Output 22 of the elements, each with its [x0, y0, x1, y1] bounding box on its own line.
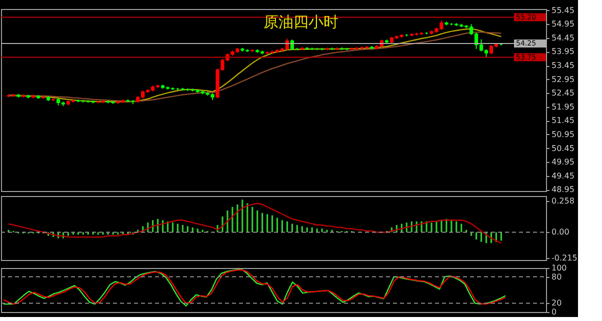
y-tick-label: 54.45: [552, 33, 574, 42]
y-tick-label: 80: [552, 272, 562, 282]
y-tick-label: 54.95: [552, 20, 574, 29]
y-tick-label: 50.95: [552, 130, 574, 139]
y-tick-label: 0.258: [552, 196, 574, 206]
y-tick-label: 48.95: [552, 185, 574, 194]
y-tick-label: 20: [552, 298, 562, 308]
y-tick-label: -0.215: [552, 254, 578, 263]
y-tick-label: 52.45: [552, 88, 574, 98]
y-tick-label: 51.95: [552, 102, 574, 112]
y-tick-label: 52.95: [552, 74, 574, 84]
y-tick-label: 100: [552, 264, 567, 272]
y-tick-label: 53.95: [552, 47, 574, 56]
y-tick-label: 49.45: [552, 171, 574, 180]
y-tick-label: 0: [552, 308, 557, 316]
y-tick-label: 50.45: [552, 144, 574, 153]
chart-title: 原油四小时: [263, 13, 338, 31]
y-tick-label: 0.00: [552, 228, 570, 237]
y-tick-label: 49.95: [552, 158, 574, 167]
y-tick-label: 55.45: [552, 6, 574, 15]
y-tick-label: 53.45: [552, 61, 574, 70]
y-tick-label: 51.45: [552, 116, 574, 126]
